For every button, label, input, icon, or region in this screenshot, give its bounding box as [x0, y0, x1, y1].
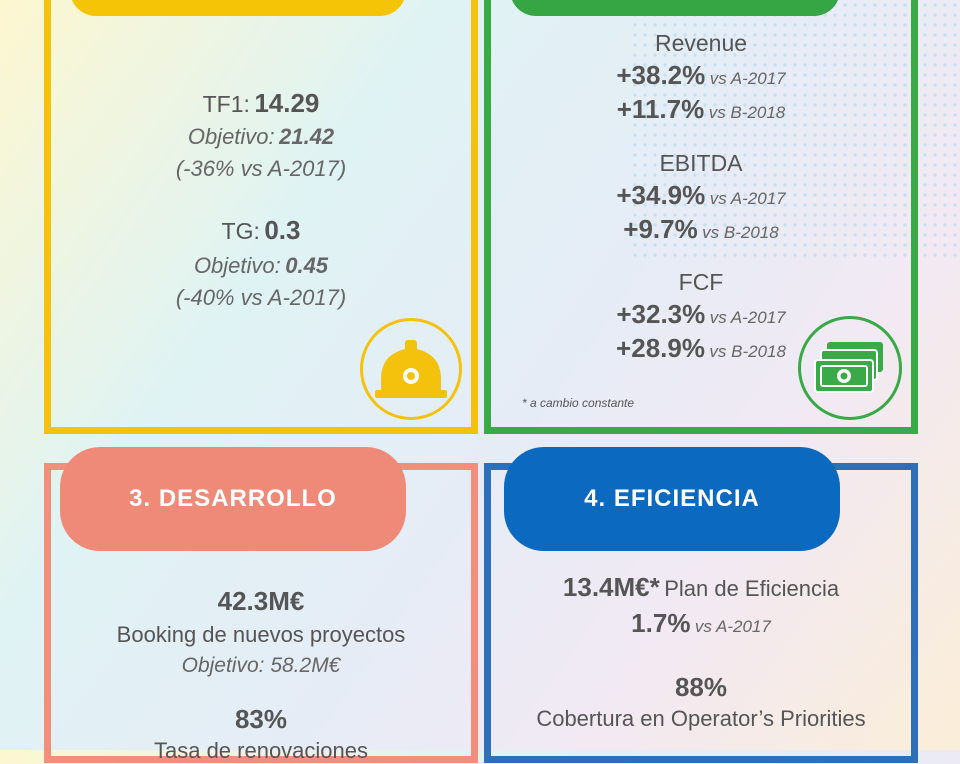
ebitda-b-vs: vs B-2018: [702, 223, 779, 242]
ebitda-a-line: +34.9% vs A-2017: [484, 180, 918, 211]
fcf-label: FCF: [678, 269, 724, 295]
efficiency-content: 13.4M€* Plan de Eficiencia 1.7% vs A-201…: [484, 560, 918, 750]
tf1-vs: (-36% vs A-2017): [175, 156, 347, 181]
plan-line: 13.4M€* Plan de Eficiencia: [484, 572, 918, 603]
revenue-a-line: +38.2% vs A-2017: [484, 60, 918, 91]
plan-pct-value: 1.7%: [631, 608, 691, 638]
renewal-value: 83%: [234, 704, 288, 734]
tg-target-value: 0.45: [285, 253, 329, 278]
renewal-label: Tasa de renovaciones: [153, 738, 369, 763]
tg-value: 0.3: [264, 215, 301, 245]
safety-panel: [44, 0, 478, 434]
tg-vs: (-40% vs A-2017): [175, 285, 347, 310]
revenue-a-vs: vs A-2017: [709, 69, 786, 88]
tg-line: TG: 0.3: [44, 215, 478, 246]
plan-pct-vs: vs A-2017: [694, 617, 771, 636]
booking-target: Objetivo: 58.2M€: [181, 654, 341, 677]
revenue-b-line: +11.7% vs B-2018: [484, 94, 918, 125]
ebitda-b-line: +9.7% vs B-2018: [484, 214, 918, 245]
revenue-b-vs: vs B-2018: [708, 103, 786, 122]
revenue-label: Revenue: [654, 30, 748, 56]
ebitda-label: EBITDA: [659, 150, 743, 176]
tg-label: TG:: [221, 218, 260, 244]
fcf-a-value: +32.3%: [616, 299, 706, 329]
finance-panel: [484, 0, 918, 434]
tf1-line: TF1: 14.29: [44, 88, 478, 119]
footnote: * a cambio constante: [522, 396, 635, 410]
tf1-label: TF1:: [202, 91, 250, 117]
finance-content: Revenue +38.2% vs A-2017 +11.7% vs B-201…: [484, 0, 918, 430]
fcf-a-vs: vs A-2017: [709, 308, 786, 327]
tg-target: Objetivo: 0.45: [44, 253, 478, 279]
tf1-target-value: 21.42: [279, 124, 335, 149]
coverage-label: Cobertura en Operator’s Priorities: [536, 706, 866, 731]
fcf-b-vs: vs B-2018: [709, 342, 786, 361]
ebitda-a-vs: vs A-2017: [709, 189, 786, 208]
tf1-target-label: Objetivo:: [187, 124, 275, 149]
revenue-b-value: +11.7%: [616, 94, 705, 124]
fcf-b-line: +28.9% vs B-2018: [484, 333, 918, 364]
finance-panel-tab: [510, 0, 840, 16]
plan-pct-line: 1.7% vs A-2017: [484, 608, 918, 639]
hard-hat-icon: [360, 318, 462, 420]
coverage-value: 88%: [674, 672, 728, 702]
dot-pattern: [630, 0, 960, 260]
plan-label: Plan de Eficiencia: [664, 576, 840, 601]
ebitda-b-value: +9.7%: [623, 214, 698, 244]
fcf-a-line: +32.3% vs A-2017: [484, 299, 918, 330]
development-content: 42.3M€ Booking de nuevos proyectos Objet…: [44, 560, 478, 763]
tg-target-label: Objetivo:: [193, 253, 281, 278]
development-panel-tab: 3. DESARROLLO: [60, 447, 406, 551]
efficiency-panel-tab: 4. EFICIENCIA: [504, 447, 840, 551]
ebitda-a-value: +34.9%: [616, 180, 706, 210]
tf1-value: 14.29: [254, 88, 320, 118]
money-icon: [798, 316, 902, 420]
safety-panel-tab: [70, 0, 406, 16]
plan-value: 13.4M€*: [562, 572, 660, 602]
booking-label: Booking de nuevos proyectos: [116, 622, 406, 647]
tf1-target: Objetivo: 21.42: [44, 124, 478, 150]
safety-content: TF1: 14.29 Objetivo: 21.42 (-36% vs A-20…: [44, 0, 478, 430]
fcf-b-value: +28.9%: [616, 333, 705, 363]
revenue-a-value: +38.2%: [616, 60, 706, 90]
booking-value: 42.3M€: [217, 586, 305, 616]
